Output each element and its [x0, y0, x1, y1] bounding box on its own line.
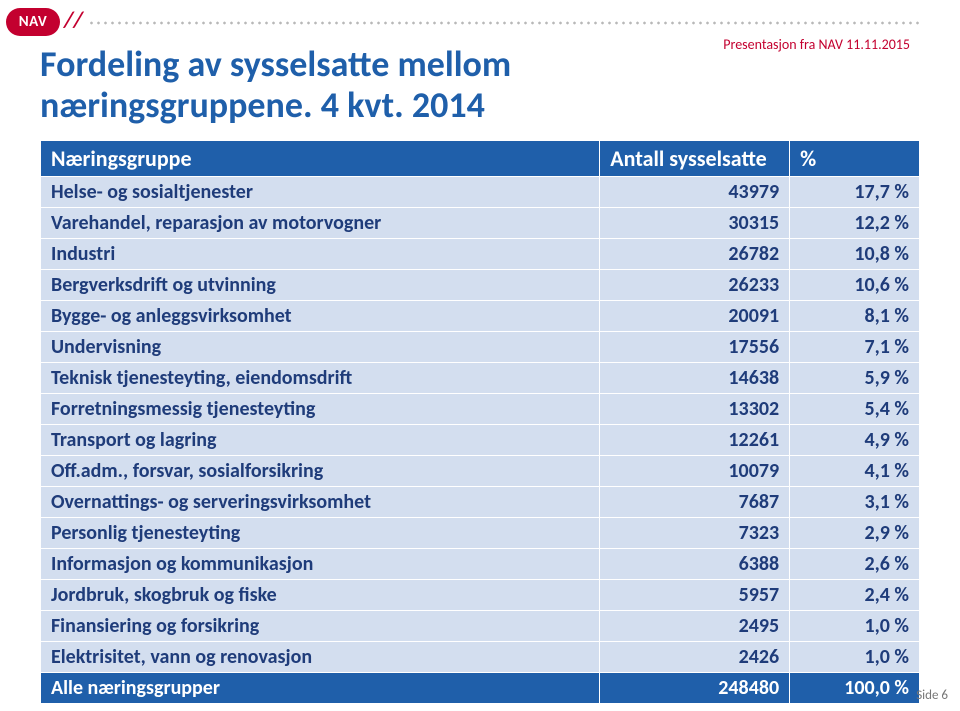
cell-pct: 7,1 %: [790, 332, 920, 363]
cell-pct: 10,8 %: [790, 239, 920, 270]
cell-count: 7323: [600, 518, 790, 549]
cell-pct: 4,9 %: [790, 425, 920, 456]
table-row: Transport og lagring122614,9 %: [41, 425, 920, 456]
dotted-divider: [88, 20, 920, 26]
cell-count: 17556: [600, 332, 790, 363]
double-slash-icon: //: [64, 6, 83, 33]
table-row: Bergverksdrift og utvinning2623310,6 %: [41, 270, 920, 301]
cell-pct: 12,2 %: [790, 208, 920, 239]
cell-name: Industri: [41, 239, 600, 270]
col-header-count: Antall sysselsatte: [600, 141, 790, 177]
table-row: Elektrisitet, vann og renovasjon24261,0 …: [41, 642, 920, 673]
table-row: Off.adm., forsvar, sosialforsikring10079…: [41, 456, 920, 487]
table-row: Teknisk tjenesteyting, eiendomsdrift1463…: [41, 363, 920, 394]
cell-pct: 4,1 %: [790, 456, 920, 487]
slide-page: NAV // Presentasjon fra NAV 11.11.2015 F…: [0, 0, 960, 711]
cell-name: Undervisning: [41, 332, 600, 363]
data-table-wrapper: Næringsgruppe Antall sysselsatte % Helse…: [40, 140, 920, 704]
cell-name: Informasjon og kommunikasjon: [41, 549, 600, 580]
cell-name: Teknisk tjenesteyting, eiendomsdrift: [41, 363, 600, 394]
cell-pct: 2,9 %: [790, 518, 920, 549]
cell-count: 10079: [600, 456, 790, 487]
cell-pct: 10,6 %: [790, 270, 920, 301]
cell-name: Elektrisitet, vann og renovasjon: [41, 642, 600, 673]
cell-name: Finansiering og forsikring: [41, 611, 600, 642]
presentation-source: Presentasjon fra NAV 11.11.2015: [723, 36, 910, 53]
cell-name: Bergverksdrift og utvinning: [41, 270, 600, 301]
cell-count: 26233: [600, 270, 790, 301]
cell-count: 7687: [600, 487, 790, 518]
cell-pct: 2,4 %: [790, 580, 920, 611]
cell-name: Overnattings- og serveringsvirksomhet: [41, 487, 600, 518]
table-row: Undervisning175567,1 %: [41, 332, 920, 363]
cell-pct: 1,0 %: [790, 611, 920, 642]
cell-name: Transport og lagring: [41, 425, 600, 456]
table-row: Jordbruk, skogbruk og fiske59572,4 %: [41, 580, 920, 611]
industry-table: Næringsgruppe Antall sysselsatte % Helse…: [40, 140, 920, 704]
cell-count: 26782: [600, 239, 790, 270]
cell-pct: 17,7 %: [790, 177, 920, 208]
cell-count: 6388: [600, 549, 790, 580]
col-header-pct: %: [790, 141, 920, 177]
table-row: Finansiering og forsikring24951,0 %: [41, 611, 920, 642]
cell-name: Personlig tjenesteyting: [41, 518, 600, 549]
table-row: Bygge- og anleggsvirksomhet200918,1 %: [41, 301, 920, 332]
cell-pct: 5,4 %: [790, 394, 920, 425]
table-row: Informasjon og kommunikasjon63882,6 %: [41, 549, 920, 580]
cell-name: Jordbruk, skogbruk og fiske: [41, 580, 600, 611]
cell-pct: 5,9 %: [790, 363, 920, 394]
cell-total-name: Alle næringsgrupper: [41, 673, 600, 704]
cell-count: 2426: [600, 642, 790, 673]
table-body: Helse- og sosialtjenester4397917,7 %Vare…: [41, 177, 920, 704]
cell-count: 5957: [600, 580, 790, 611]
table-row: Varehandel, reparasjon av motorvogner303…: [41, 208, 920, 239]
table-header-row: Næringsgruppe Antall sysselsatte %: [41, 141, 920, 177]
cell-pct: 1,0 %: [790, 642, 920, 673]
cell-name: Bygge- og anleggsvirksomhet: [41, 301, 600, 332]
table-row: Forretningsmessig tjenesteyting133025,4 …: [41, 394, 920, 425]
cell-total-pct: 100,0 %: [790, 673, 920, 704]
cell-count: 20091: [600, 301, 790, 332]
slide-title: Fordeling av sysselsatte mellom næringsg…: [40, 44, 700, 127]
cell-name: Helse- og sosialtjenester: [41, 177, 600, 208]
table-row: Industri2678210,8 %: [41, 239, 920, 270]
table-row: Helse- og sosialtjenester4397917,7 %: [41, 177, 920, 208]
cell-total-count: 248480: [600, 673, 790, 704]
table-row: Personlig tjenesteyting73232,9 %: [41, 518, 920, 549]
cell-count: 12261: [600, 425, 790, 456]
cell-count: 14638: [600, 363, 790, 394]
cell-count: 13302: [600, 394, 790, 425]
cell-name: Forretningsmessig tjenesteyting: [41, 394, 600, 425]
nav-logo: NAV: [6, 8, 60, 36]
slide-number: Side 6: [916, 688, 948, 703]
cell-count: 2495: [600, 611, 790, 642]
cell-name: Off.adm., forsvar, sosialforsikring: [41, 456, 600, 487]
nav-logo-text: NAV: [19, 13, 48, 31]
table-row: Overnattings- og serveringsvirksomhet768…: [41, 487, 920, 518]
cell-count: 30315: [600, 208, 790, 239]
col-header-name: Næringsgruppe: [41, 141, 600, 177]
cell-pct: 8,1 %: [790, 301, 920, 332]
cell-count: 43979: [600, 177, 790, 208]
cell-pct: 2,6 %: [790, 549, 920, 580]
cell-name: Varehandel, reparasjon av motorvogner: [41, 208, 600, 239]
cell-pct: 3,1 %: [790, 487, 920, 518]
table-total-row: Alle næringsgrupper248480100,0 %: [41, 673, 920, 704]
